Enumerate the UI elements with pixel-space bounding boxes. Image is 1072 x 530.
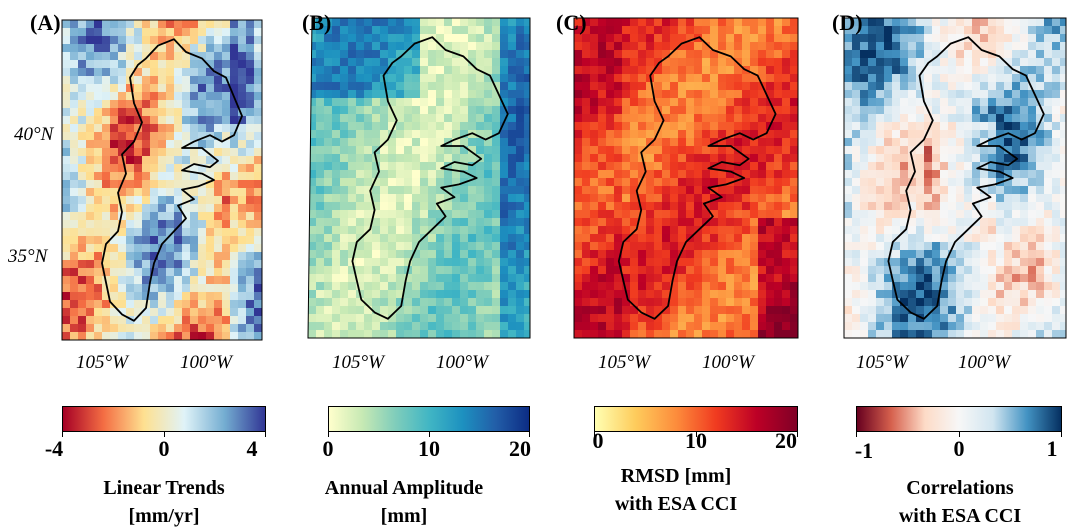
colorbar-tick-label: 1: [1046, 436, 1058, 461]
lon-label-105w: 105°W: [598, 352, 650, 373]
panel-d: (D) 105°W 100°W -1 0 1 Correlations with…: [804, 0, 1072, 527]
panel-label: (D): [832, 10, 863, 35]
colorbar-tick-label: -1: [854, 438, 874, 463]
map-c: [573, 17, 799, 339]
map-d: [843, 17, 1067, 339]
colorbar-tick: [429, 432, 430, 437]
colorbar: [594, 406, 798, 432]
colorbar-title-line: Linear Trends: [103, 477, 225, 499]
colorbar-title-line: Annual Amplitude: [324, 477, 484, 499]
colorbar-tick: [328, 432, 329, 437]
panel-a: (A) 40°N 35°N 105°W 100°W -4 0 4 Linear …: [0, 0, 268, 527]
map-frame: [573, 17, 799, 339]
colorbar-tick-label: 10: [685, 428, 707, 453]
colorbar-tick: [62, 432, 63, 437]
colorbar-tick-label: 0: [322, 436, 334, 461]
map-raster: [844, 18, 1066, 338]
map-frame: [843, 17, 1067, 339]
colorbar-tick: [856, 432, 857, 437]
colorbar-title: Correlations with ESA CCI: [840, 474, 1072, 530]
colorbar-tick: [797, 432, 798, 437]
lat-label-40n: 40°N: [14, 124, 54, 145]
colorbar-tick: [164, 432, 165, 437]
colorbar-tick: [594, 432, 595, 437]
colorbar-title: Annual Amplitude [mm]: [284, 474, 524, 530]
lon-label-100w: 100°W: [180, 352, 232, 373]
lon-label-100w: 100°W: [958, 352, 1010, 373]
colorbar-tick-label: 20: [509, 436, 531, 461]
colorbar-tick-label: 20: [775, 428, 797, 453]
colorbar-tick: [529, 432, 530, 437]
colorbar-title: RMSD [mm] with ESA CCI: [556, 462, 796, 518]
map-frame: [307, 17, 531, 339]
lat-label-35n: 35°N: [8, 246, 48, 267]
map-raster: [62, 20, 262, 340]
colorbar-tick: [959, 432, 960, 437]
lon-label-100w: 100°W: [702, 352, 754, 373]
colorbar-tick-label: -4: [44, 436, 64, 461]
map-a: [61, 19, 263, 341]
lon-label-105w: 105°W: [332, 352, 384, 373]
colorbar-tick: [265, 432, 266, 437]
map-frame: [61, 19, 263, 341]
colorbar-title-line: RMSD [mm]: [620, 465, 732, 487]
panel-b: (B) 105°W 100°W 0 10 20 Annual Amplitude…: [268, 0, 536, 527]
colorbar-tick-label: 0: [953, 436, 965, 461]
panel-label: (B): [302, 10, 332, 35]
colorbar-tick: [1061, 432, 1062, 437]
colorbar: [856, 406, 1062, 432]
lon-label-105w: 105°W: [856, 352, 908, 373]
colorbar: [328, 406, 530, 432]
map-raster: [574, 18, 798, 338]
colorbar: [62, 406, 266, 432]
basin-outline: [351, 36, 509, 320]
colorbar-title: Linear Trends [mm/yr]: [44, 474, 284, 530]
panel-label: (C): [556, 10, 587, 35]
colorbar-tick-label: 0: [158, 436, 170, 461]
colorbar-title-line: [mm]: [380, 505, 428, 527]
map-raster: [308, 18, 530, 338]
colorbar-title-line: with ESA CCI: [614, 493, 738, 515]
basin-outline: [101, 38, 243, 322]
colorbar-tick-label: 0: [592, 428, 604, 453]
basin-outline: [887, 36, 1045, 320]
colorbar-title-line: with ESA CCI: [898, 505, 1022, 527]
lon-label-100w: 100°W: [436, 352, 488, 373]
panel-label: (A): [30, 10, 61, 35]
colorbar-title-line: Correlations: [906, 477, 1014, 499]
panel-c: (C) 105°W 100°W 0 10 20 RMSD [mm] with E…: [536, 0, 804, 526]
colorbar-tick-label: 10: [418, 436, 440, 461]
lon-label-105w: 105°W: [76, 352, 128, 373]
colorbar-title-line: [mm/yr]: [128, 505, 200, 527]
basin-outline: [617, 36, 777, 320]
map-b: [307, 17, 531, 339]
colorbar-tick-label: 4: [246, 436, 258, 461]
colorbar-tick: [696, 432, 697, 437]
